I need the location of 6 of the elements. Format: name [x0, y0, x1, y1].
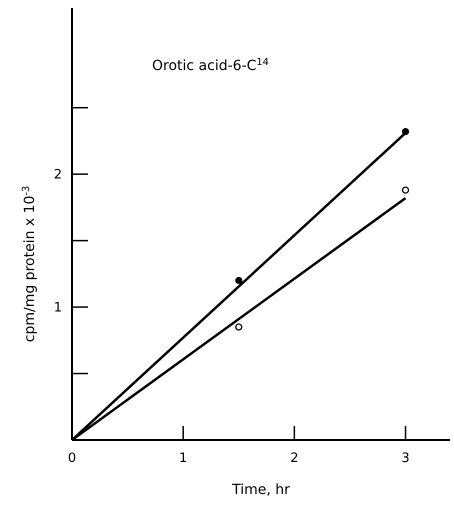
x-tick-label: 0 — [68, 451, 76, 466]
x-tick-label: 1 — [179, 451, 188, 466]
x-tick-label: 3 — [401, 451, 410, 466]
x-tick-label: 2 — [290, 451, 298, 466]
annotation: Orotic acid-6-C$^{14}$ — [152, 56, 269, 74]
x-axis-title: Time, hr — [231, 482, 290, 498]
